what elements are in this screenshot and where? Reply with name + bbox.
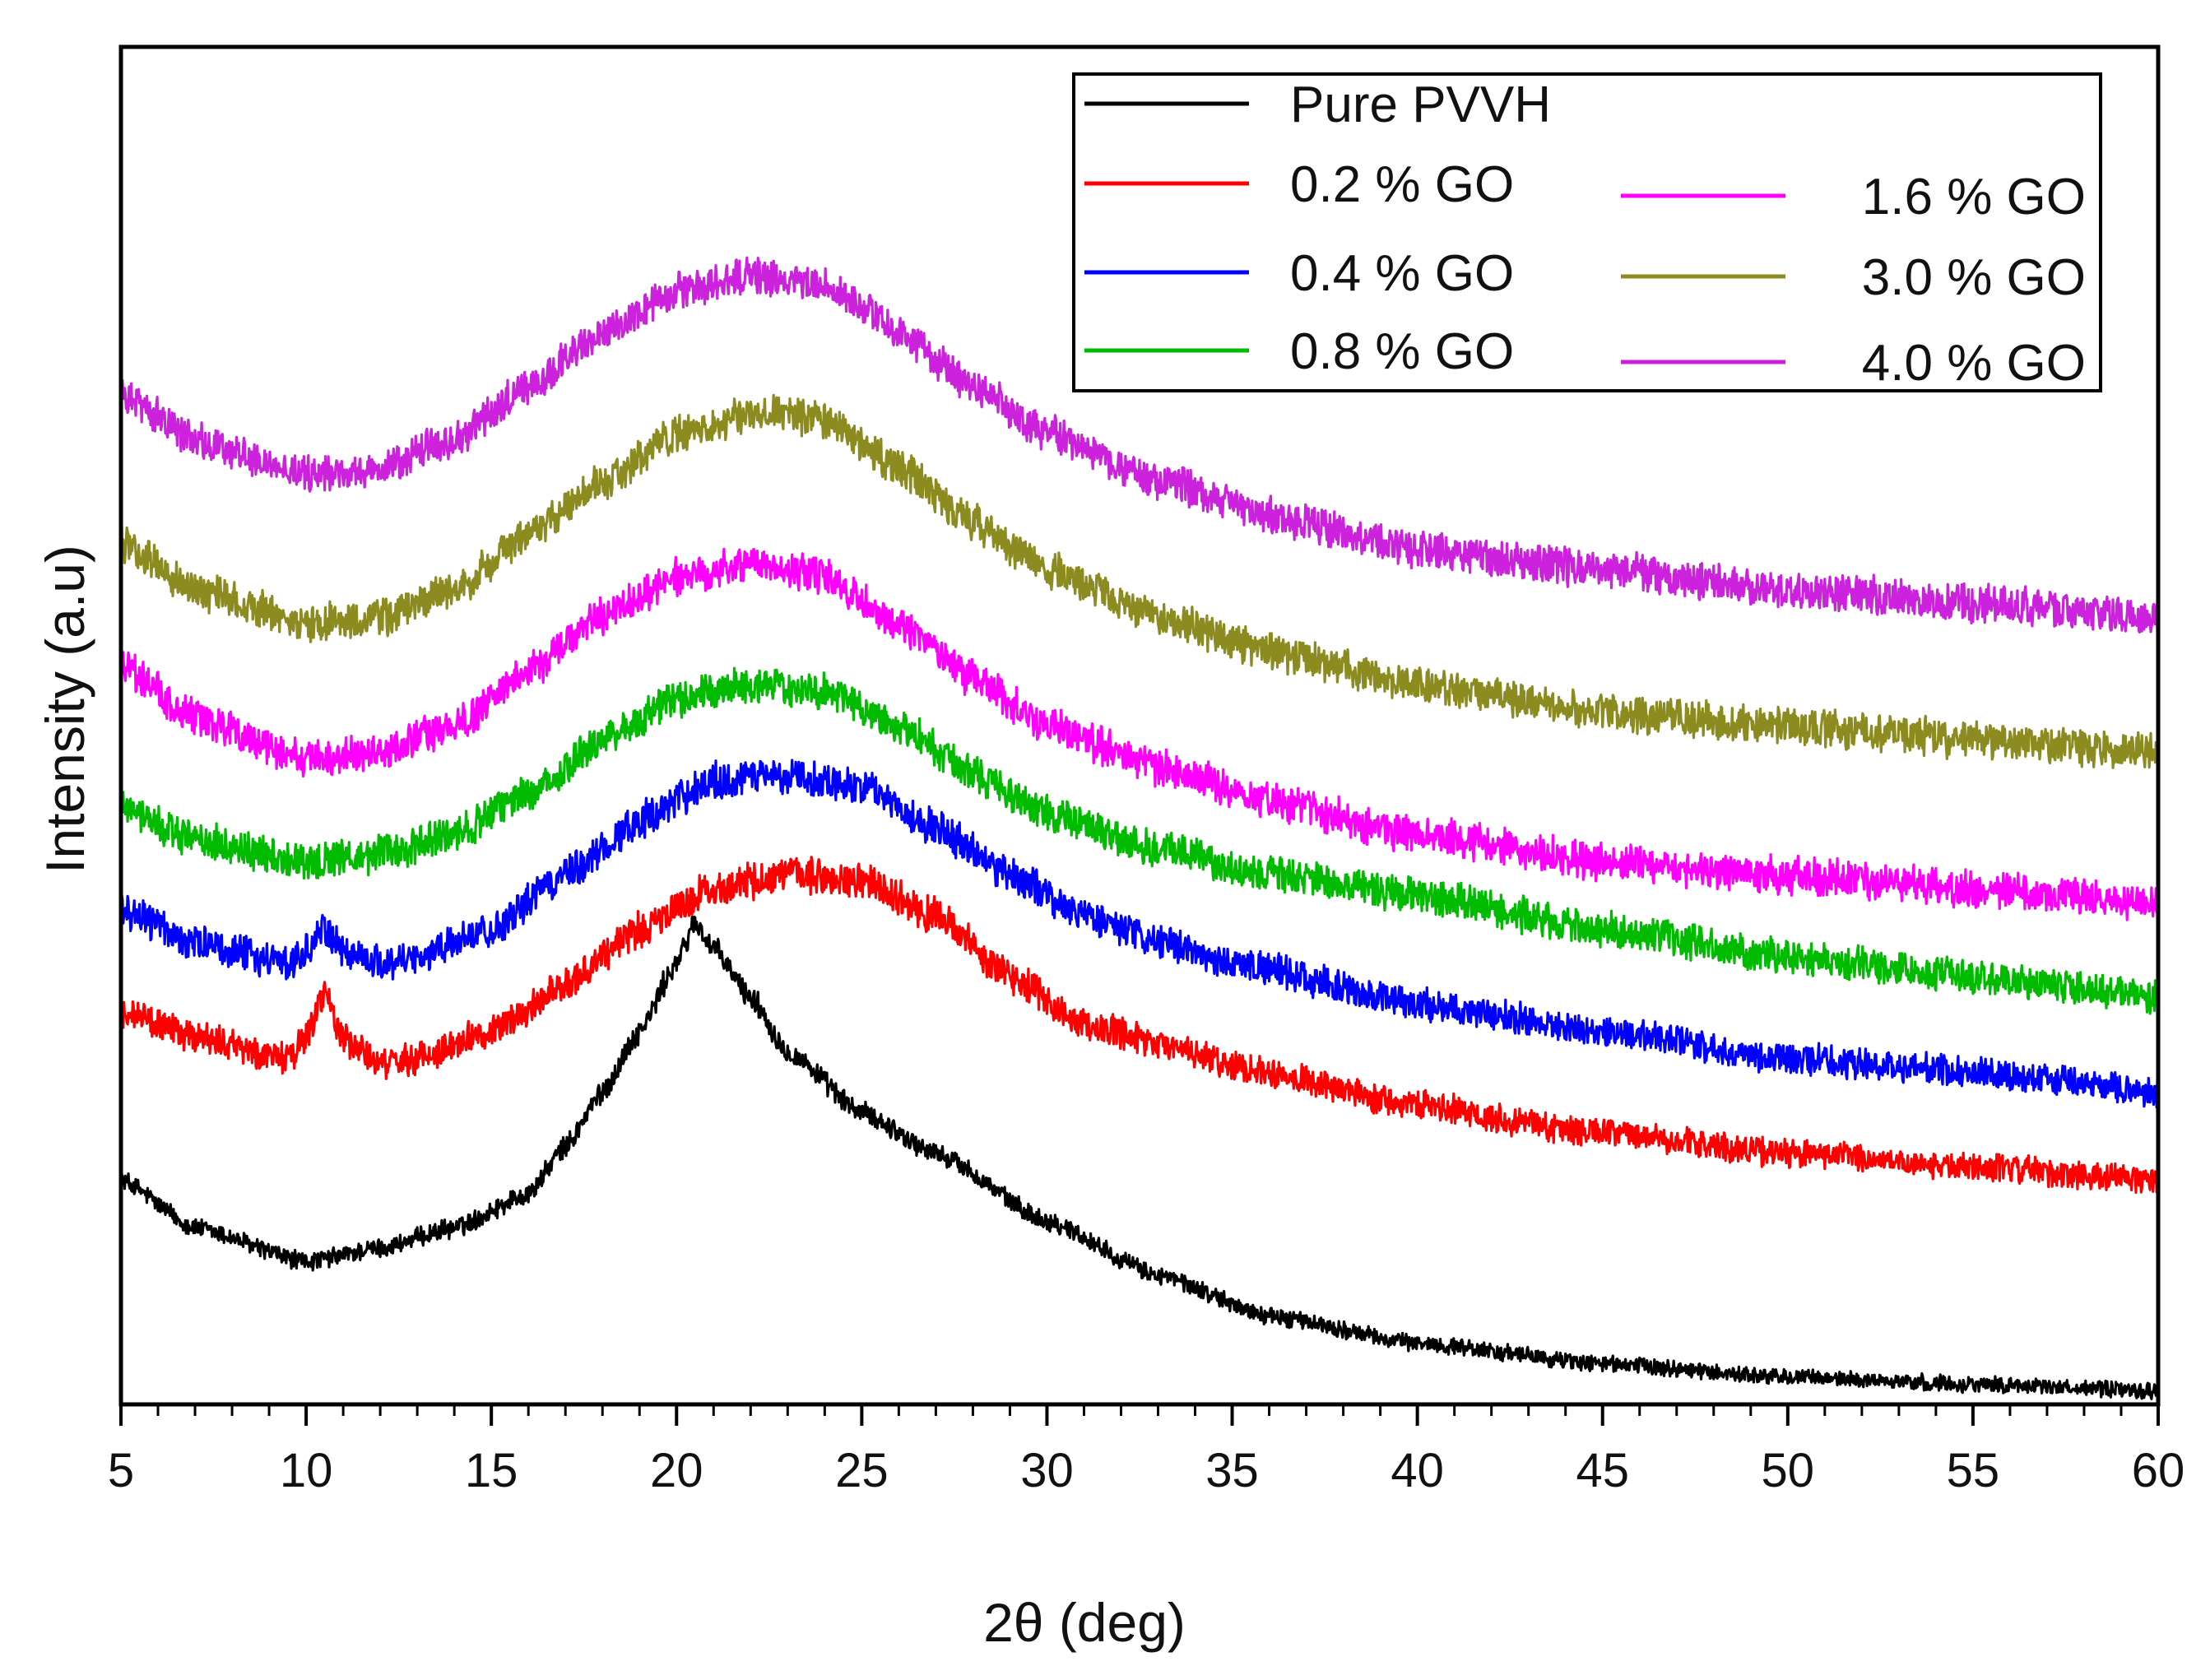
legend-label: 0.8 % GO [1290,323,1514,380]
series-line-1 [119,856,2160,1195]
plot-area-frame [118,44,2161,1407]
legend-label: Pure PVVH [1290,77,1551,133]
y-axis-title: Intensity (a.u) [35,545,95,874]
series-line-2 [119,759,2160,1109]
series-line-4 [119,547,2160,921]
x-axis-tick-labels: 5 10 15 20 25 30 35 40 45 50 55 60 [108,1444,2184,1497]
legend-label: 4.0 % GO [1862,335,2086,392]
x-tick-label: 45 [1576,1444,1629,1497]
series-line-6 [119,256,2160,633]
x-axis-ticks [119,1404,2160,1426]
legend-box [1072,72,2102,392]
x-tick-label: 55 [1947,1444,2000,1497]
x-tick-label: 5 [108,1444,134,1497]
x-tick-label: 35 [1205,1444,1259,1497]
legend-label: 0.4 % GO [1290,245,1514,302]
series-line-5 [119,393,2160,769]
series-layer [119,256,2160,1400]
x-tick-label: 40 [1391,1444,1444,1497]
series-line-0 [119,915,2160,1400]
x-tick-label: 20 [650,1444,703,1497]
legend: Pure PVVH 0.2 % GO 0.4 % GO 0.8 % GO 1.6 % G… [1072,72,2102,392]
legend-label: 3.0 % GO [1862,249,2086,306]
x-tick-label: 50 [1762,1444,1815,1497]
x-tick-label: 15 [465,1444,518,1497]
x-tick-label: 30 [1020,1444,1074,1497]
x-tick-label: 10 [280,1444,333,1497]
x-axis-title: 2θ (deg) [983,1592,1186,1653]
legend-label: 0.2 % GO [1290,156,1514,213]
x-tick-label: 60 [2132,1444,2185,1497]
x-tick-label: 25 [835,1444,889,1497]
series-line-3 [119,666,2160,1015]
legend-label: 1.6 % GO [1862,169,2086,225]
